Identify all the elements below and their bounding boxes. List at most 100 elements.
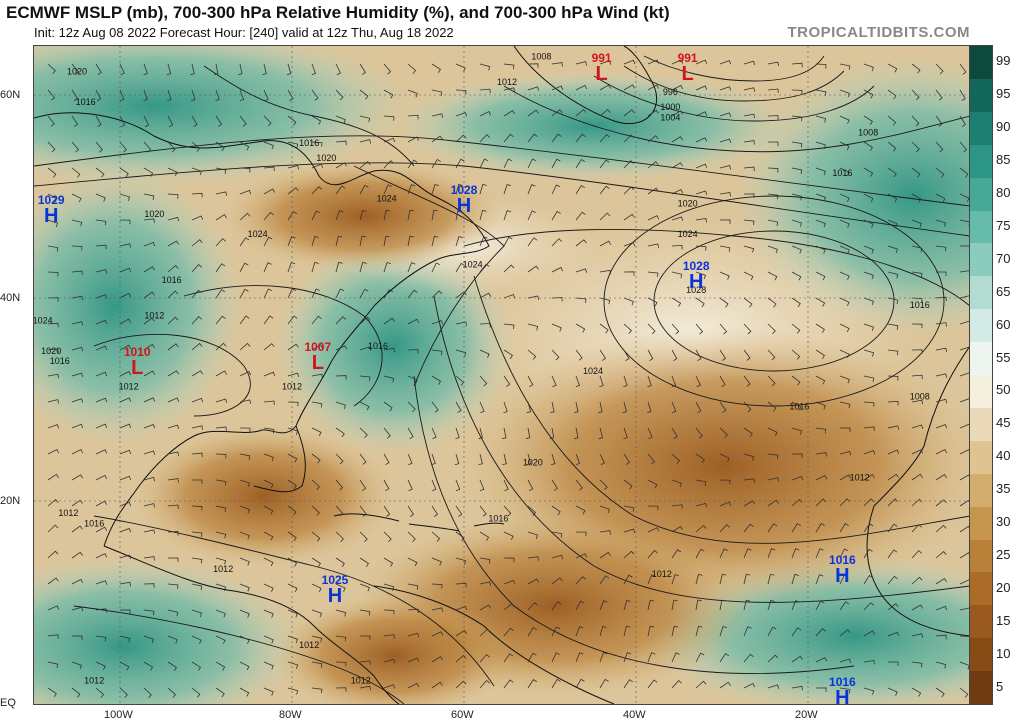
wind-barb bbox=[71, 525, 83, 533]
wind-barb bbox=[359, 63, 366, 75]
wind-barb bbox=[191, 397, 204, 403]
wind-barb bbox=[719, 548, 728, 559]
pressure-type: H bbox=[835, 565, 850, 588]
wind-barb bbox=[383, 261, 391, 273]
wind-barb bbox=[911, 374, 923, 380]
wind-barb bbox=[647, 59, 660, 65]
wind-barb bbox=[527, 375, 534, 388]
wind-barb bbox=[359, 184, 369, 195]
wind-barb bbox=[623, 652, 632, 663]
wind-barb bbox=[407, 608, 419, 614]
wind-barb bbox=[959, 115, 966, 127]
wind-barb bbox=[815, 219, 826, 228]
wind-barb bbox=[671, 297, 682, 307]
wind-barb bbox=[455, 401, 462, 413]
wind-barb bbox=[839, 498, 851, 507]
wind-barb bbox=[911, 115, 920, 127]
central-america-coast bbox=[103, 545, 400, 704]
wind-barb bbox=[695, 323, 704, 335]
wind-barb bbox=[623, 323, 633, 334]
wind-barb bbox=[911, 63, 921, 74]
wind-barb bbox=[239, 167, 251, 173]
wind-barb bbox=[575, 349, 583, 361]
wind-barb bbox=[311, 63, 317, 76]
wind-barb bbox=[815, 245, 826, 254]
wind-barb bbox=[647, 479, 658, 489]
wind-barb bbox=[263, 115, 272, 127]
wind-barb bbox=[239, 609, 250, 618]
wind-barb bbox=[839, 601, 850, 611]
wind-barb bbox=[119, 292, 132, 299]
wind-barb bbox=[599, 453, 605, 466]
wind-barb bbox=[911, 167, 921, 178]
wind-barb bbox=[143, 503, 156, 508]
gulf-coast bbox=[253, 425, 306, 493]
colorbar-label: 55 bbox=[996, 349, 1011, 365]
wind-barb bbox=[143, 450, 156, 455]
wind-barb bbox=[239, 479, 251, 487]
wind-barb bbox=[407, 632, 420, 638]
wind-barb bbox=[719, 625, 727, 637]
wind-barb bbox=[503, 557, 515, 563]
wind-barb bbox=[526, 401, 532, 414]
wind-barb bbox=[95, 345, 108, 351]
isobar bbox=[93, 333, 251, 417]
wind-barb bbox=[287, 288, 296, 299]
wind-barb bbox=[863, 89, 874, 99]
wind-barb bbox=[839, 548, 849, 559]
wind-barb bbox=[551, 349, 560, 361]
wind-barb bbox=[551, 601, 562, 611]
wind-barb bbox=[287, 372, 300, 378]
wind-barb bbox=[719, 271, 730, 280]
isobar-label: 1012 bbox=[299, 640, 319, 650]
wind-barb bbox=[863, 450, 876, 455]
lon-label-40w: 40W bbox=[623, 709, 646, 721]
wind-barb bbox=[143, 63, 148, 76]
wind-barb bbox=[311, 373, 323, 379]
wind-barb bbox=[719, 524, 731, 533]
wind-barb bbox=[287, 609, 298, 618]
wind-barb bbox=[47, 219, 58, 228]
wind-barb bbox=[575, 678, 585, 689]
wind-barb bbox=[239, 661, 250, 671]
wind-barb bbox=[911, 524, 923, 533]
pressure-type: H bbox=[456, 194, 472, 217]
wind-barb bbox=[839, 451, 852, 456]
wind-barb bbox=[359, 505, 367, 517]
wind-barb bbox=[143, 687, 152, 699]
wind-barb bbox=[71, 372, 84, 378]
wind-barb bbox=[863, 271, 874, 280]
wind-barb bbox=[671, 479, 682, 488]
wind-barb bbox=[815, 401, 826, 410]
weather-map: 1020 1016 1020 1016 1020 1024 1024 1016 1012 1024… bbox=[33, 45, 971, 705]
wind-barb bbox=[263, 609, 274, 618]
wind-barb bbox=[863, 167, 874, 177]
wind-barb bbox=[863, 660, 875, 665]
wind-barb bbox=[551, 238, 563, 247]
wind-barb bbox=[47, 297, 59, 302]
colorbar-segment bbox=[970, 111, 992, 146]
wind-barb bbox=[47, 550, 59, 559]
wind-barb bbox=[887, 89, 897, 100]
humidity-field bbox=[34, 46, 970, 704]
wind-barb bbox=[839, 401, 851, 409]
wind-barb bbox=[359, 209, 367, 221]
wind-barb bbox=[502, 453, 507, 466]
wind-barb bbox=[839, 349, 850, 358]
wind-barb bbox=[455, 654, 467, 663]
wind-barb bbox=[359, 557, 369, 568]
humidity-colorbar bbox=[969, 45, 993, 705]
colorbar-label: 85 bbox=[996, 152, 1011, 168]
wind-barb bbox=[479, 581, 492, 586]
wind-barb bbox=[479, 236, 488, 247]
wind-barb bbox=[719, 375, 726, 387]
wind-barb bbox=[167, 167, 178, 177]
wind-barb bbox=[911, 604, 924, 611]
wind-barb bbox=[287, 479, 297, 490]
wind-barb bbox=[551, 505, 561, 516]
low-pressure-center: 1007 L bbox=[300, 341, 336, 373]
wind-barb bbox=[863, 523, 874, 533]
wind-barb bbox=[239, 89, 245, 102]
isobar-label: 1012 bbox=[282, 381, 302, 391]
wind-barb bbox=[526, 453, 532, 466]
